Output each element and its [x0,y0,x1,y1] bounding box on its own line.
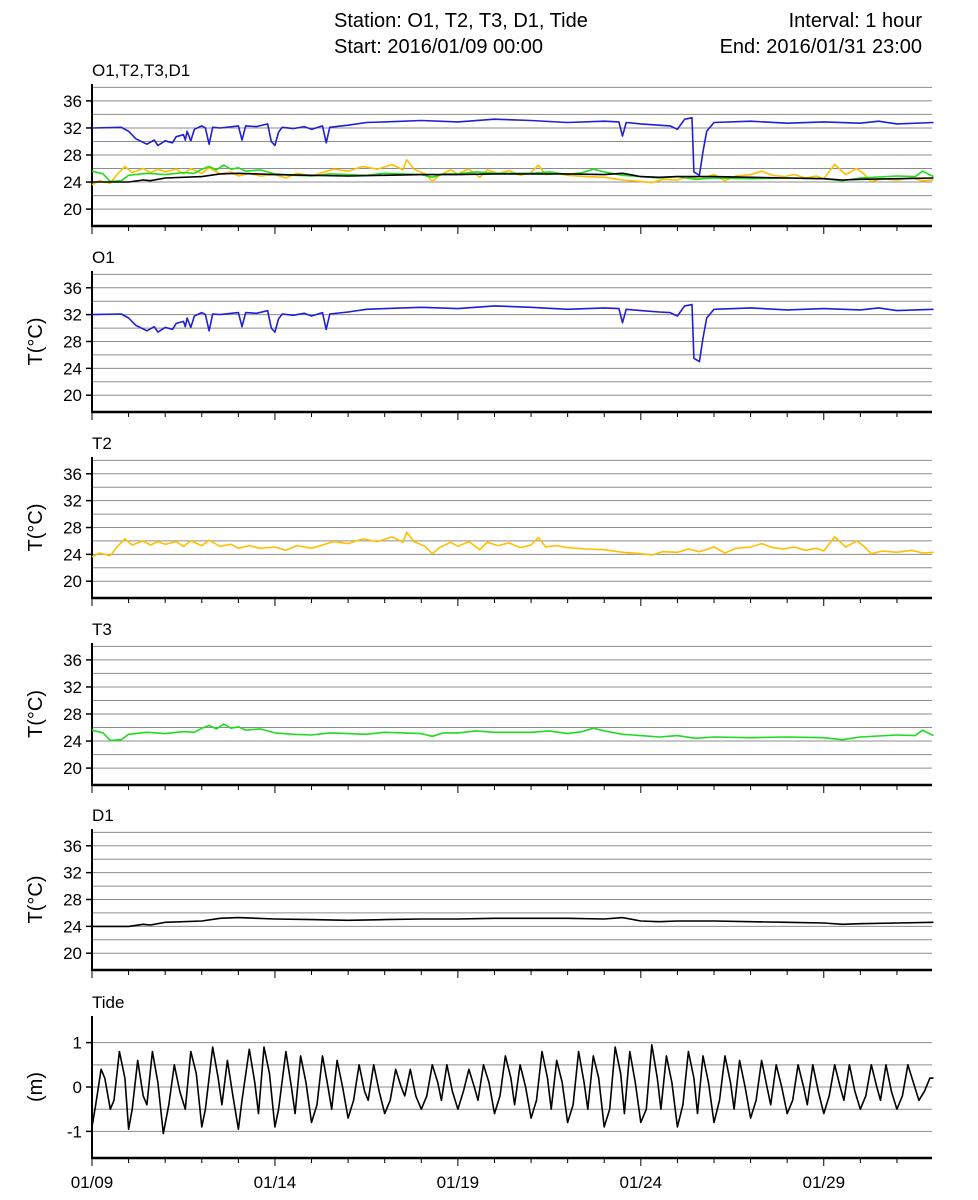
x-tick-label: 01/14 [254,1173,297,1192]
panel-title: Tide [92,993,124,1012]
y-tick-label: 36 [63,279,82,298]
y-tick-label: 24 [63,545,82,564]
start-label: Start: 2016/01/09 00:00 [334,36,544,58]
panel-title: D1 [92,806,114,825]
y-tick-label: 36 [63,92,82,111]
y-tick-label: 28 [63,333,82,352]
y-tick-label: 24 [63,173,82,192]
y-axis-label: T(°C) [25,690,47,738]
panel-d1: 20 24 28 32 36 D1 T(°C) [25,806,934,978]
y-tick-label: 32 [63,492,82,511]
panel-combined: 20 24 28 32 36 O1,T2,T3,D1 [63,61,934,234]
y-tick-label: 32 [63,864,82,883]
y-tick-label: 28 [63,891,82,910]
y-axis-label: (m) [25,1072,47,1102]
series-line-t2 [91,531,934,558]
series-line-d1 [92,172,934,183]
x-tick-label: 01/09 [71,1173,114,1192]
x-tick-label: 01/29 [802,1173,845,1192]
header-left: Station: O1, T2, T3, D1, Tide Start: 201… [334,8,588,60]
series-line-t3 [91,723,934,742]
y-tick-label: 20 [63,200,82,219]
panel-title: T2 [92,434,112,453]
panel-title: O1 [92,248,115,267]
panel-title: O1,T2,T3,D1 [92,61,190,80]
y-tick-label: 20 [63,759,82,778]
y-axis-label: T(°C) [25,876,47,924]
y-tick-label: -1 [67,1122,82,1141]
header-right: Interval: 1 hour End: 2016/01/31 23:00 [720,8,922,60]
panel-o1: 20 24 28 32 36 O1 T(°C) [25,248,934,420]
series-line-tide [91,1044,934,1135]
series-line-d1 [92,916,934,928]
y-tick-label: 20 [63,572,82,591]
y-tick-label: 36 [63,837,82,856]
interval-label: Interval: 1 hour [788,10,922,32]
station-label: Station: O1, T2, T3, D1, Tide [334,10,588,32]
panel-tide: -1 0 1 Tide (m) 01/09 01/14 01/19 01/24 01/29 [25,993,934,1192]
series-line-t2 [91,158,934,186]
series-line-t3 [91,164,934,183]
y-tick-label: 20 [63,944,82,963]
y-axis-label: T(°C) [25,318,47,366]
panel-t2: 20 24 28 32 36 T2 T(°C) [25,434,934,606]
y-axis-label: T(°C) [25,504,47,552]
y-tick-label: 20 [63,386,82,405]
y-tick-label: 28 [63,146,82,165]
y-tick-label: 24 [63,917,82,936]
x-tick-label: 01/19 [437,1173,480,1192]
y-tick-label: 1 [73,1034,82,1053]
y-tick-label: 28 [63,519,82,538]
y-tick-label: 0 [73,1078,82,1097]
y-tick-label: 28 [63,705,82,724]
y-tick-label: 24 [63,359,82,378]
y-tick-label: 24 [63,732,82,751]
x-tick-label: 01/24 [620,1173,663,1192]
series-line-o1 [91,303,934,363]
panel-t3: 20 24 28 32 36 T3 T(°C) [25,620,934,793]
end-label: End: 2016/01/31 23:00 [719,36,922,58]
y-tick-label: 36 [63,465,82,484]
panel-title: T3 [92,620,112,639]
y-tick-label: 32 [63,306,82,325]
y-tick-label: 32 [63,119,82,138]
series-line-o1 [91,117,934,177]
y-tick-label: 32 [63,678,82,697]
y-tick-label: 36 [63,651,82,670]
